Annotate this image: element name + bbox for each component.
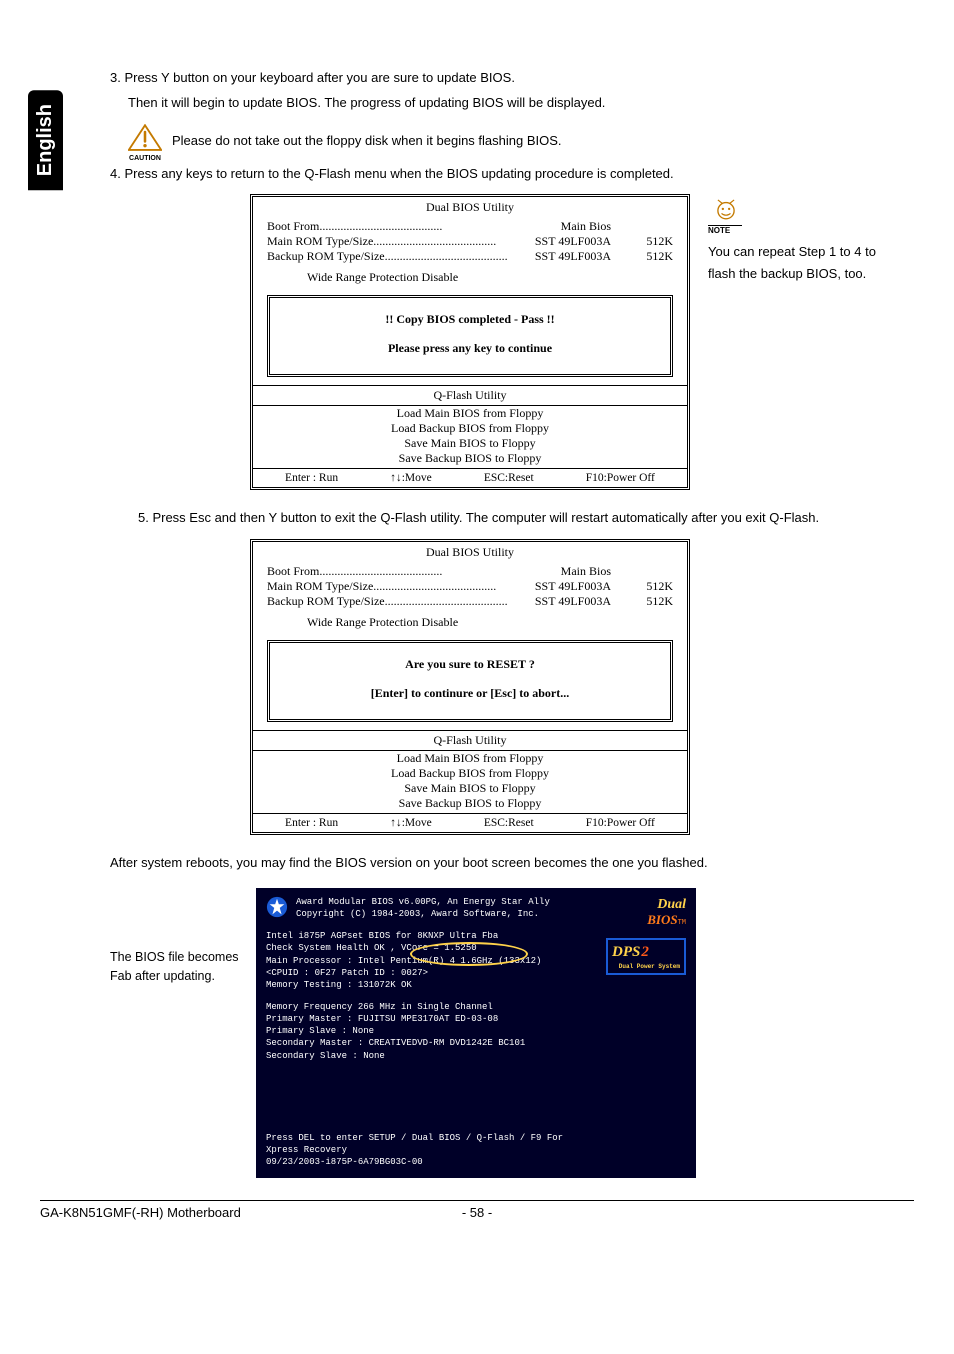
main-rom-label: Main ROM Type/Size [267,579,373,593]
key-enter: Enter : Run [285,472,338,484]
boot-line: Press DEL to enter SETUP / Dual BIOS / Q… [266,1132,686,1144]
qflash-menu: Load Main BIOS from Floppy Load Backup B… [253,750,687,813]
language-tab: English [28,90,63,190]
boot-line: Primary Master : FUJITSU MPE3170AT ED-03… [266,1013,686,1025]
boot-line: 09/23/2003-i875P-6A79BG03C-00 [266,1156,686,1168]
menu-item: Load Backup BIOS from Floppy [253,766,687,781]
boot-note: The BIOS file becomes Fab after updating… [110,888,240,986]
backup-rom-label: Backup ROM Type/Size [267,249,385,263]
menu-item: Load Main BIOS from Floppy [253,406,687,421]
note-sidebar: NOTE You can repeat Step 1 to 4 to flash… [708,194,888,285]
boot-line: Memory Frequency 266 MHz in Single Chann… [266,1001,686,1013]
key-move: ↑↓:Move [390,472,432,484]
menu-item: Save Main BIOS to Floppy [253,436,687,451]
note-text: You can repeat Step 1 to 4 to flash the … [708,241,888,285]
step-3-line2: Then it will begin to update BIOS. The p… [128,93,914,114]
caution-label: CAUTION [128,155,162,162]
footer-left: GA-K8N51GMF(-RH) Motherboard [40,1205,241,1220]
qflash-title: Q-Flash Utility [253,730,687,750]
caution-icon: CAUTION [128,124,162,158]
caution-text: Please do not take out the floppy disk w… [172,133,562,148]
qflash-menu: Load Main BIOS from Floppy Load Backup B… [253,405,687,468]
boot-from-value: Main Bios [549,219,623,234]
bios-utility-box-2: Dual BIOS Utility Boot From Main Bios Mai… [250,539,690,835]
energy-star-icon [266,896,288,918]
qflash-keys: Enter : Run ↑↓:Move ESC:Reset F10:Power … [253,813,687,832]
after-reboot-text: After system reboots, you may find the B… [110,853,914,874]
highlight-circle [410,942,528,966]
note-icon: NOTE [708,194,888,235]
boot-line: Award Modular BIOS v6.00PG, An Energy St… [296,896,550,908]
menu-item: Load Main BIOS from Floppy [253,751,687,766]
dual-logo: Dual [657,897,686,912]
page-number: - 58 - [462,1205,492,1220]
boot-from-label: Boot From [267,219,319,233]
backup-rom-label: Backup ROM Type/Size [267,594,385,608]
bios-title: Dual BIOS Utility [253,197,687,217]
key-enter: Enter : Run [285,817,338,829]
wide-range: Wide Range Protection Disable [267,264,673,291]
main-rom-label: Main ROM Type/Size [267,234,373,248]
popup-reset-confirm: Are you sure to RESET ? [Enter] to conti… [267,640,673,722]
popup2-line1: Are you sure to RESET ? [276,657,664,672]
boot-line: Copyright (C) 1984-2003, Award Software,… [296,908,550,920]
dps-logo: DPS2 Dual Power System [606,938,686,974]
popup1-line1: !! Copy BIOS completed - Pass !! [276,312,664,327]
popup2-line2: [Enter] to continure or [Esc] to abort..… [276,686,664,701]
page-content: 3. Press Y button on your keyboard after… [110,68,914,1178]
main-rom-size: 512K [623,579,673,594]
caution-row: CAUTION Please do not take out the flopp… [128,124,914,158]
boot-line: Secondary Master : CREATIVEDVD-RM DVD124… [266,1037,686,1049]
main-rom-size: 512K [623,234,673,249]
key-esc: ESC:Reset [484,817,534,829]
qflash-keys: Enter : Run ↑↓:Move ESC:Reset F10:Power … [253,468,687,487]
boot-from-label: Boot From [267,564,319,578]
page-footer: GA-K8N51GMF(-RH) Motherboard - 58 - [40,1200,914,1220]
boot-logos: Dual BIOSTM DPS2 Dual Power System [606,896,686,975]
main-rom-value: SST 49LF003A [523,579,623,594]
menu-item: Save Main BIOS to Floppy [253,781,687,796]
boot-line: Memory Testing : 131072K OK [266,979,686,991]
menu-item: Load Backup BIOS from Floppy [253,421,687,436]
main-rom-value: SST 49LF003A [523,234,623,249]
key-move: ↑↓:Move [390,817,432,829]
backup-rom-size: 512K [623,249,673,264]
bios-logo: BIOS [647,912,677,927]
key-f10: F10:Power Off [586,472,655,484]
bios-utility-box-1: Dual BIOS Utility Boot From Main Bios Mai… [250,194,690,490]
key-f10: F10:Power Off [586,817,655,829]
qflash-title: Q-Flash Utility [253,385,687,405]
boot-screen: Award Modular BIOS v6.00PG, An Energy St… [256,888,696,1178]
key-esc: ESC:Reset [484,472,534,484]
popup-copy-complete: !! Copy BIOS completed - Pass !! Please … [267,295,673,377]
boot-from-value: Main Bios [549,564,623,579]
step-3-line1: 3. Press Y button on your keyboard after… [110,68,914,89]
backup-rom-value: SST 49LF003A [523,249,623,264]
boot-line: Secondary Slave : None [266,1050,686,1062]
menu-item: Save Backup BIOS to Floppy [253,796,687,811]
popup1-line2: Please press any key to continue [276,341,664,356]
step-4: 4. Press any keys to return to the Q-Fla… [110,164,914,185]
wide-range: Wide Range Protection Disable [267,609,673,636]
boot-line: Xpress Recovery [266,1144,686,1156]
note-label: NOTE [708,225,742,235]
backup-rom-size: 512K [623,594,673,609]
menu-item: Save Backup BIOS to Floppy [253,451,687,466]
step-5: 5. Press Esc and then Y button to exit t… [114,508,914,529]
boot-line: Primary Slave : None [266,1025,686,1037]
backup-rom-value: SST 49LF003A [523,594,623,609]
bios-title: Dual BIOS Utility [253,542,687,562]
